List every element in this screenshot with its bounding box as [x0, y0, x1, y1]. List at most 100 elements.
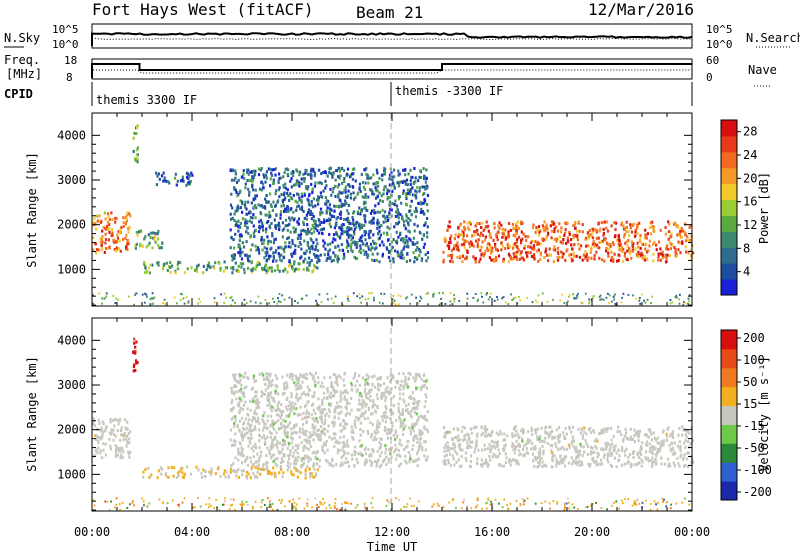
- scatter-cell: [369, 236, 372, 240]
- scatter-cell: [571, 247, 574, 251]
- scatter-cell: [373, 403, 376, 407]
- scatter-cell: [325, 219, 329, 223]
- scatter-cell: [290, 185, 293, 189]
- scatter-cell: [279, 416, 282, 420]
- scatter-cell: [309, 445, 313, 448]
- scatter-cell: [314, 472, 317, 476]
- scatter-cell: [474, 447, 477, 451]
- scatter-cell: [232, 462, 235, 466]
- scatter-cell: [305, 409, 308, 413]
- scatter-cell: [230, 417, 233, 421]
- scatter-cell: [279, 461, 283, 464]
- scatter-cell: [682, 464, 686, 468]
- scatter-cell: [347, 295, 349, 298]
- scatter-cell: [322, 227, 326, 231]
- scatter-cell: [580, 428, 583, 432]
- scatter-cell: [154, 240, 157, 244]
- scatter-cell: [363, 230, 366, 233]
- scatter-cell: [317, 224, 320, 228]
- scatter-cell: [525, 239, 528, 242]
- scatter-cell: [92, 221, 95, 225]
- scatter-cell: [242, 169, 245, 172]
- scatter-cell: [376, 218, 379, 222]
- scatter-cell: [337, 183, 341, 187]
- scatter-cell: [248, 424, 251, 428]
- scatter-cell: [639, 429, 642, 433]
- scatter-cell: [317, 397, 320, 401]
- scatter-cell: [666, 253, 669, 257]
- scatter-cell: [134, 345, 137, 349]
- scatter-cell: [242, 469, 245, 473]
- scatter-cell: [507, 252, 510, 256]
- scatter-cell: [238, 373, 241, 376]
- scatter-cell: [343, 177, 346, 181]
- scatter-cell: [545, 223, 548, 227]
- scatter-cell: [669, 241, 672, 245]
- scatter-cell: [293, 268, 296, 272]
- scatter-cell: [382, 220, 385, 224]
- scatter-cell: [596, 245, 600, 249]
- scatter-cell: [297, 245, 300, 248]
- scatter-cell: [537, 225, 541, 229]
- scatter-cell: [285, 414, 288, 418]
- scatter-cell: [404, 180, 407, 183]
- scatter-cell: [233, 375, 236, 379]
- scatter-cell: [502, 228, 505, 232]
- scatter-cell: [515, 429, 518, 433]
- scatter-cell: [220, 293, 222, 296]
- scatter-cell: [202, 468, 205, 472]
- scatter-cell: [377, 382, 380, 386]
- scatter-cell: [446, 446, 449, 449]
- scatter-cell: [370, 454, 373, 458]
- scatter-cell: [167, 466, 170, 470]
- scatter-cell: [335, 232, 338, 236]
- scatter-cell: [274, 250, 277, 254]
- scatter-cell: [618, 244, 622, 247]
- scatter-cell: [452, 427, 456, 431]
- colorbar-tick-label: 24: [743, 148, 757, 162]
- scatter-cell: [408, 412, 411, 415]
- scatter-cell: [237, 251, 240, 255]
- cpid-label: CPID: [4, 87, 33, 101]
- scatter-cell: [164, 303, 166, 305]
- scatter-cell: [267, 380, 270, 384]
- scatter-cell: [648, 226, 651, 230]
- scatter-cell: [309, 245, 312, 249]
- scatter-cell: [509, 255, 513, 259]
- y-tick-label: 1000: [57, 262, 86, 276]
- scatter-cell: [297, 222, 300, 226]
- scatter-cell: [281, 447, 284, 451]
- scatter-cell: [252, 231, 255, 235]
- scatter-cell: [406, 385, 409, 389]
- scatter-cell: [314, 181, 317, 185]
- scatter-cell: [262, 420, 265, 423]
- scatter-cell: [358, 402, 361, 406]
- scatter-cell: [233, 246, 236, 250]
- scatter-cell: [496, 296, 498, 298]
- scatter-cell: [501, 232, 504, 236]
- scatter-cell: [412, 182, 415, 186]
- scatter-cell: [558, 425, 561, 429]
- scatter-cell: [359, 297, 361, 300]
- scatter-cell: [256, 452, 259, 456]
- scatter-cell: [608, 247, 611, 251]
- scatter-cell: [510, 293, 512, 296]
- scatter-cell: [287, 423, 290, 427]
- scatter-cell: [371, 209, 374, 213]
- scatter-cell: [117, 449, 120, 453]
- scatter-cell: [524, 235, 527, 238]
- scatter-cell: [290, 391, 293, 395]
- scatter-cell: [95, 248, 99, 252]
- scatter-cell: [455, 436, 458, 440]
- scatter-cell: [329, 375, 332, 379]
- scatter-cell: [348, 221, 351, 225]
- scatter-cell: [296, 192, 299, 196]
- scatter-cell: [95, 448, 98, 452]
- scatter-cell: [110, 234, 113, 238]
- scatter-cell: [402, 372, 405, 376]
- scatter-cell: [360, 172, 363, 176]
- scatter-cell: [367, 448, 370, 452]
- scatter-cell: [288, 216, 291, 220]
- scatter-cell: [311, 417, 314, 421]
- scatter-cell: [346, 226, 349, 230]
